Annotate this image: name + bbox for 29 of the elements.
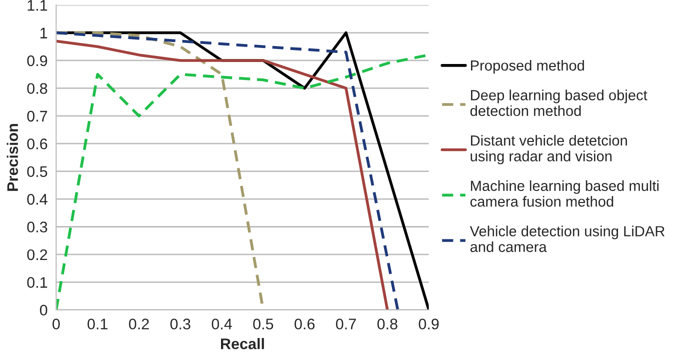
x-tick-label: 0.8 (377, 318, 398, 330)
legend-label: Deep learning based object detection method (470, 90, 648, 116)
y-tick-label: 0.4 (27, 194, 48, 205)
x-tick-label: 0 (52, 318, 60, 330)
x-tick-label: 0.5 (253, 318, 274, 330)
x-tick-label: 0.6 (294, 318, 315, 330)
x-tick-label: 0.9 (418, 318, 439, 330)
y-tick-label: 0.5 (27, 166, 48, 178)
y-tick-label: 1 (40, 28, 48, 38)
y-tick-label: 0.2 (27, 249, 48, 260)
legend-label: Distant vehicle detetcion using radar and vision (470, 134, 627, 164)
y-tick-label: 0.6 (27, 138, 48, 150)
y-tick-label: 0.1 (27, 277, 48, 288)
x-tick-label: 0.1 (88, 318, 108, 330)
y-tick-label: 1.1 (28, 0, 48, 11)
y-tick-label: 0 (40, 304, 48, 316)
y-tick-label: 0.8 (27, 83, 48, 94)
legend-label: Machine learning based multi camera fusion method (470, 180, 659, 207)
x-tick-label: 0.4 (212, 318, 232, 330)
y-tick-label: 0.3 (27, 222, 48, 232)
legend-label: Vehicle detection using LiDAR and camera (470, 226, 665, 252)
x-axis-title: Recall (221, 338, 264, 350)
y-tick-label: 0.7 (27, 110, 48, 122)
x-tick-label: 0.2 (128, 318, 149, 330)
x-tick-label: 0.7 (336, 318, 356, 330)
y-tick-label: 0.9 (27, 55, 48, 66)
x-tick-label: 0.3 (170, 318, 190, 330)
legend-label: Proposed method (471, 60, 584, 74)
y-axis-title: Precision (6, 124, 18, 191)
